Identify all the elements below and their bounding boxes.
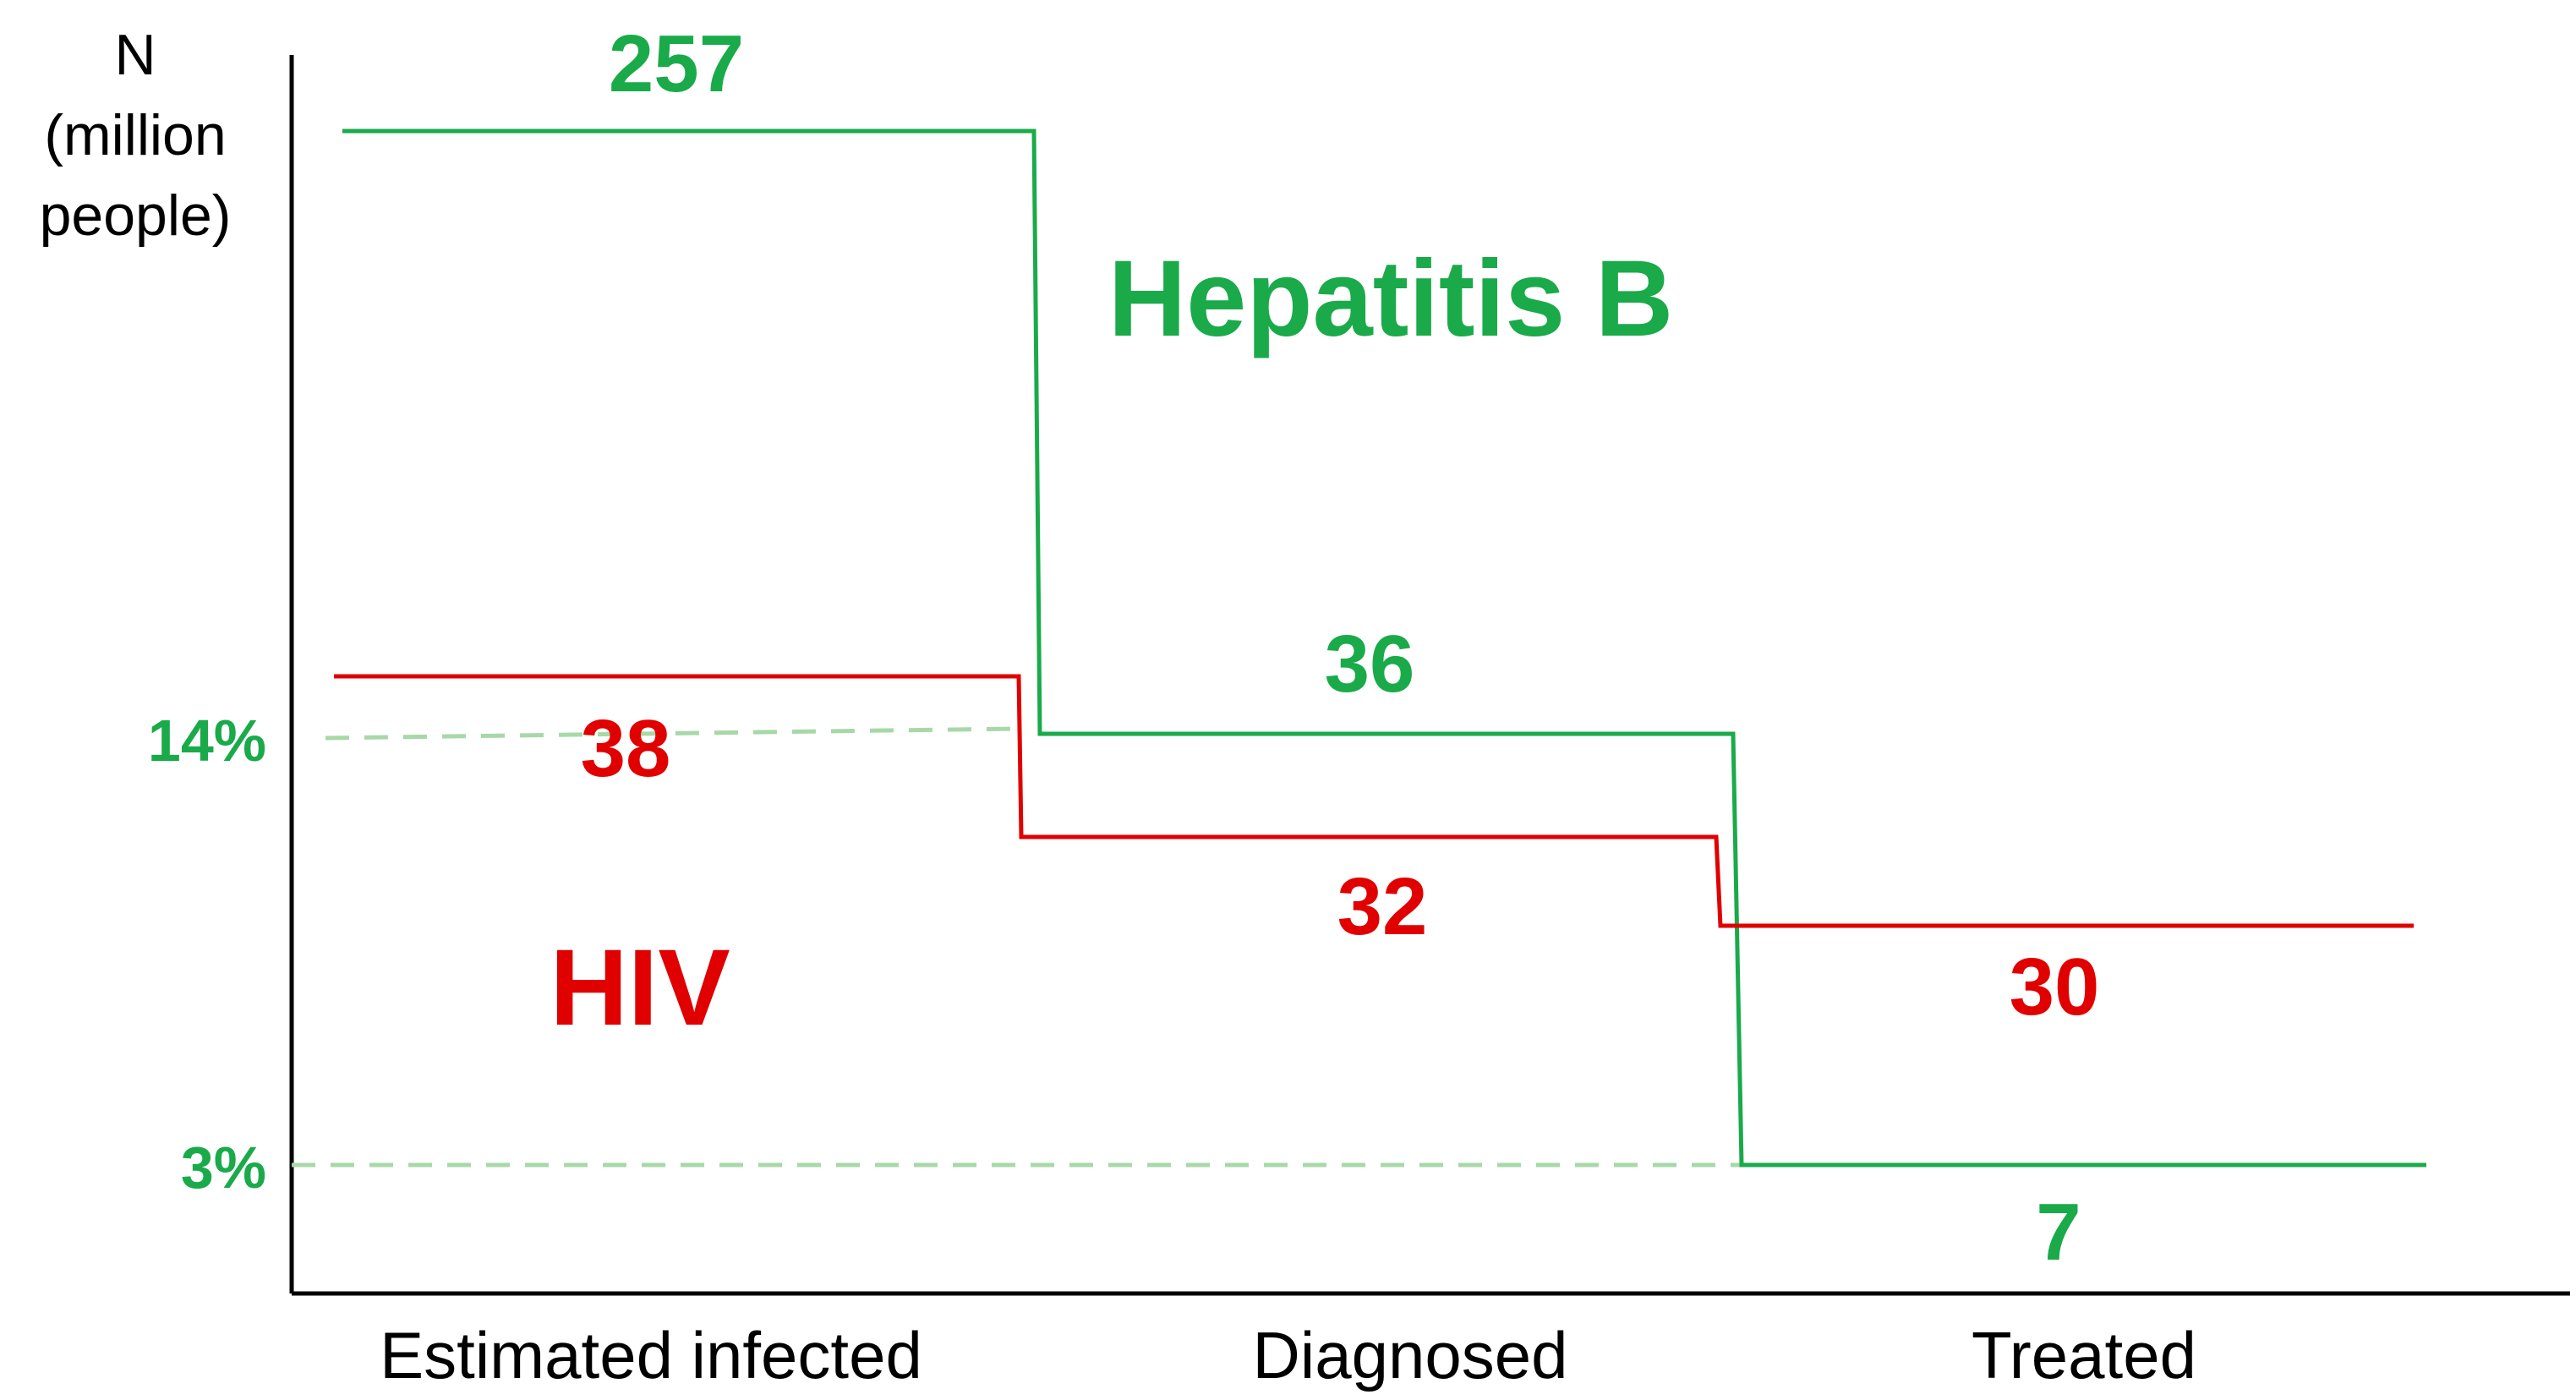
- hiv-step-line: [334, 674, 2414, 928]
- hepatitis-b-value-label: 257: [609, 19, 744, 109]
- y-axis-title-line: N: [114, 23, 156, 87]
- hepatitis-b-value-label: 36: [1325, 619, 1415, 709]
- x-tick-label: Treated: [1972, 1318, 2196, 1392]
- x-tick-label: Diagnosed: [1253, 1318, 1568, 1392]
- y-axis-title-line: (million: [44, 103, 226, 167]
- labels: N (million people) Estimated infected Diagno…: [40, 19, 2196, 1392]
- hepatitis-b-step-line: [342, 129, 2426, 1168]
- hiv-value-label: 38: [581, 703, 671, 794]
- hiv-value-label: 32: [1337, 861, 1428, 952]
- hepatitis-b-value-label: 7: [2036, 1187, 2081, 1277]
- axes: [289, 55, 2570, 1296]
- hiv-series-name: HIV: [550, 927, 730, 1048]
- reference-line-label: 3%: [181, 1135, 266, 1200]
- series-lines: [334, 129, 2426, 1168]
- y-axis-title-line: people): [40, 183, 232, 248]
- hepatitis-b-series-name: Hepatitis B: [1108, 238, 1674, 359]
- hiv-value-label: 30: [2010, 942, 2100, 1032]
- x-tick-label: Estimated infected: [380, 1318, 922, 1392]
- reference-lines: [292, 726, 1742, 1168]
- reference-line-label: 14%: [148, 708, 266, 774]
